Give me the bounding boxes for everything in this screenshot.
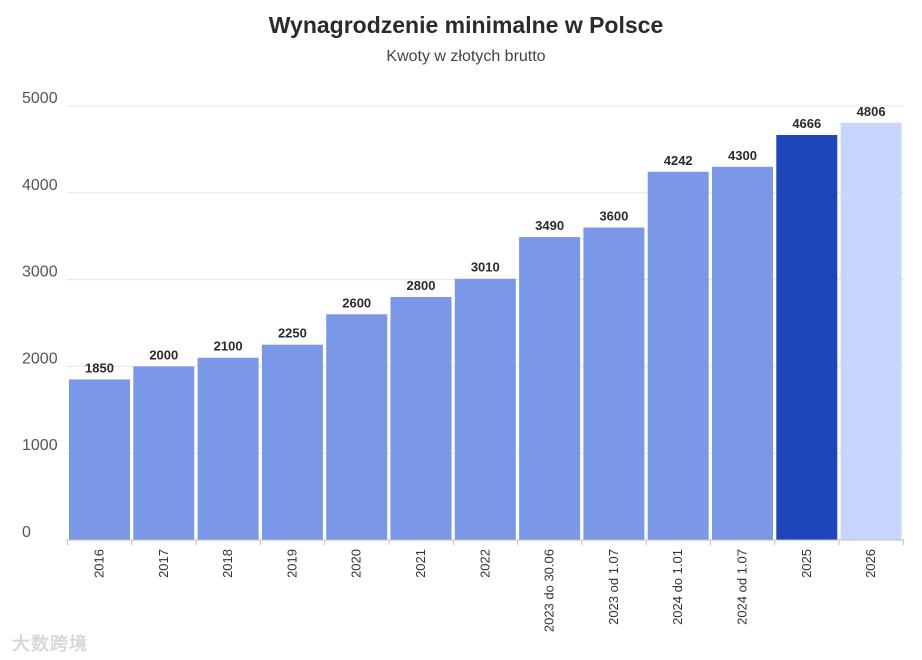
bar <box>69 379 130 540</box>
bar <box>454 278 516 540</box>
chart-title: Wynagrodzenie minimalne w Polsce <box>268 12 664 38</box>
data-label: 3600 <box>599 209 628 224</box>
data-label: 2250 <box>278 326 307 341</box>
data-label: 4242 <box>664 153 693 168</box>
data-label: 4300 <box>728 148 757 163</box>
x-tick-label: 2020 <box>349 549 364 578</box>
x-tick-label: 2023 do 30.06 <box>542 549 557 632</box>
x-tick-label: 2025 <box>799 549 814 578</box>
bar <box>583 227 645 540</box>
x-tick-label: 2017 <box>156 549 171 578</box>
y-tick-label: 1000 <box>22 437 58 454</box>
y-tick-label: 5000 <box>22 90 58 107</box>
watermark-logo: 大数跨境 <box>12 634 88 654</box>
x-tick-label: 2026 <box>863 549 878 578</box>
bar <box>840 122 902 540</box>
bar <box>326 314 388 540</box>
bar <box>133 366 195 540</box>
y-tick-label: 2000 <box>22 350 58 367</box>
bar <box>776 134 838 540</box>
bar <box>519 237 581 540</box>
data-label: 4666 <box>792 116 821 131</box>
data-label: 2100 <box>214 339 243 354</box>
x-tick-label: 2021 <box>413 549 428 578</box>
data-label: 2000 <box>149 347 178 362</box>
y-tick-label: 4000 <box>22 177 58 194</box>
x-tick-label: 2022 <box>477 549 492 578</box>
bar <box>712 166 773 540</box>
data-label: 3010 <box>471 260 500 275</box>
x-tick-label: 2023 od 1.07 <box>606 549 621 625</box>
x-tick-label: 2018 <box>220 549 235 578</box>
data-label: 2800 <box>407 278 436 293</box>
bar <box>390 296 452 540</box>
data-label: 4806 <box>857 104 886 119</box>
x-tick-label: 2024 od 1.07 <box>735 549 750 625</box>
x-tick-label: 2019 <box>284 549 299 578</box>
bar <box>261 344 323 540</box>
bar <box>197 357 259 540</box>
y-tick-label: 0 <box>22 524 31 541</box>
y-tick-label: 3000 <box>22 264 58 281</box>
x-tick-label: 2024 do 1.01 <box>670 549 685 625</box>
bar <box>647 171 709 540</box>
data-label: 1850 <box>85 360 114 375</box>
chart-subtitle: Kwoty w złotych brutto <box>386 48 546 65</box>
data-label: 3490 <box>535 218 564 233</box>
x-tick-label: 2016 <box>92 549 107 578</box>
data-label: 2600 <box>342 295 371 310</box>
